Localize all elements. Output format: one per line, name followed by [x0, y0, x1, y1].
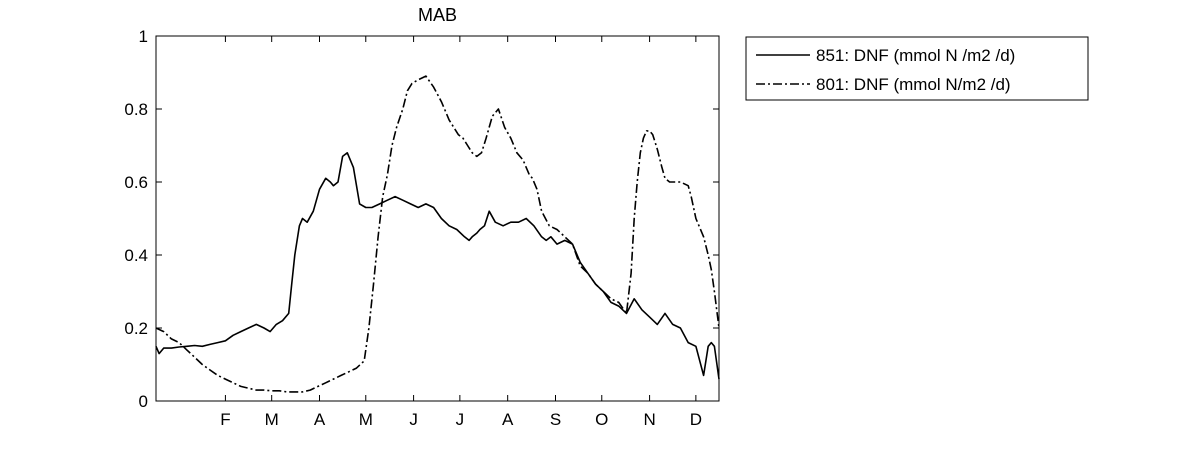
legend-label-series-801: 801: DNF (mmol N/m2 /d)	[816, 75, 1011, 94]
legend-label-series-851: 851: DNF (mmol N /m2 /d)	[816, 46, 1015, 65]
x-tick-label: D	[690, 410, 702, 429]
y-tick-label: 0	[139, 392, 148, 411]
x-tick-label: J	[409, 410, 418, 429]
x-tick-label: A	[314, 410, 326, 429]
chart-title: MAB	[418, 5, 457, 25]
x-tick-label: N	[643, 410, 655, 429]
y-tick-label: 0.8	[124, 100, 148, 119]
x-tick-label: M	[359, 410, 373, 429]
x-tick-label: M	[265, 410, 279, 429]
legend: 851: DNF (mmol N /m2 /d) 801: DNF (mmol …	[745, 36, 1089, 101]
plot-area	[156, 36, 719, 401]
y-tick-label: 0.2	[124, 319, 148, 338]
x-tick-label: A	[502, 410, 514, 429]
x-tick-label: F	[220, 410, 230, 429]
y-tick-label: 0.4	[124, 246, 148, 265]
legend-box	[745, 36, 1089, 101]
plot-frame	[155, 35, 720, 402]
series-line-0	[155, 152, 720, 380]
y-tick-label: 1	[139, 27, 148, 46]
x-tick-label: S	[550, 410, 561, 429]
series-layer	[155, 75, 720, 393]
x-tick-label: J	[456, 410, 465, 429]
y-tick-label: 0.6	[124, 173, 148, 192]
x-tick-label: O	[595, 410, 608, 429]
series-line-1	[155, 75, 720, 393]
